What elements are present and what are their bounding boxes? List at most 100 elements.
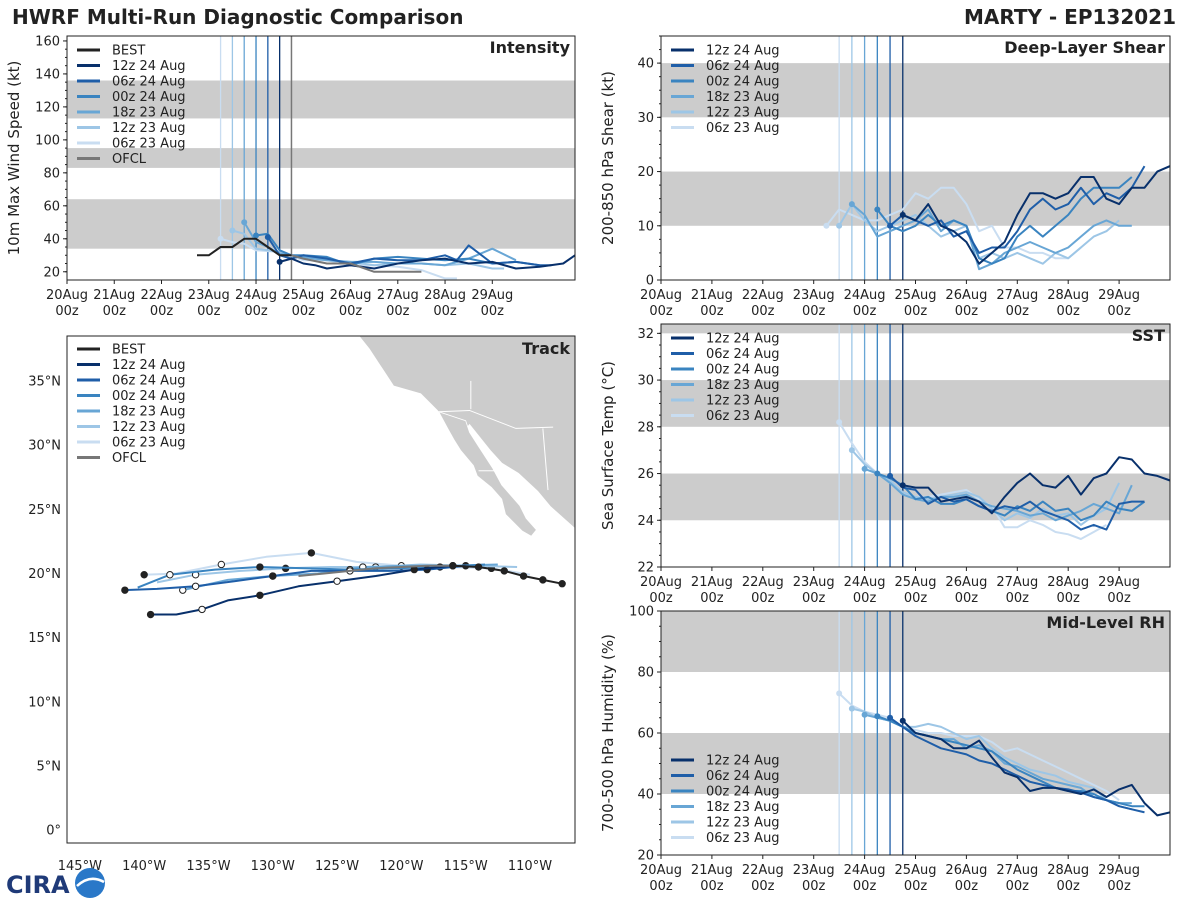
series-start-marker-12z-24-aug [899,211,906,218]
legend-label-18z-23-aug: 18z 23 Aug [112,106,186,121]
series-start-marker-06z-24-aug [887,472,894,479]
series-line-12z-24-aug [902,456,1170,515]
track-line-ofcl [298,564,453,577]
track-point-best [500,567,508,575]
x-tick-sublabel: 00z [244,304,268,319]
y-tick-label: 80 [43,166,60,181]
x-tick-sublabel: 00z [700,591,724,606]
x-tick-label: 28Aug [1047,288,1089,303]
x-tick-label: 22Aug [742,288,784,303]
x-tick-label: 24Aug [844,863,886,878]
panel-rh: 2040608010020Aug00z21Aug00z22Aug00z23Aug… [599,605,1171,894]
figure-title: HWRF Multi-Run Diagnostic Comparison [12,5,464,29]
panel-title: SST [1132,326,1165,345]
x-tick-label: 24Aug [844,288,886,303]
series-start-marker-12z-24-aug [899,717,906,724]
y-tick-label: 28 [637,420,654,435]
y-tick-label: 26 [637,467,654,482]
x-tick-sublabel: 00z [751,304,775,319]
x-tick-sublabel: 00z [751,591,775,606]
x-tick-label: 24Aug [235,288,277,303]
track-point-06z-23-aug [307,549,316,557]
lon-tick-label: 120°W [379,859,423,874]
series-line-06z-24-aug [889,165,1146,254]
baja-peninsula [437,411,537,537]
legend-label-best: BEST [112,343,145,358]
state-border [542,428,549,491]
series-line-06z-24-aug [889,475,1145,531]
track-point-06z-24-aug [121,586,129,594]
mainland-coast [358,336,575,530]
x-tick-label: 27Aug [996,288,1038,303]
x-tick-sublabel: 00z [1107,304,1131,319]
x-tick-sublabel: 00z [150,304,174,319]
lon-tick-label: 140°W [122,859,166,874]
series-start-marker-06z-24-aug [264,234,271,241]
legend-label-12z-23-aug: 12z 23 Aug [706,394,780,409]
lon-tick-label: 125°W [315,859,359,874]
series-start-marker-00z-24-aug [253,232,260,239]
y-tick-label: 80 [637,666,654,681]
track-point-06z-24-aug [191,582,200,590]
series-start-marker-12z-23-aug [848,705,855,712]
legend-label-18z-23-aug: 18z 23 Aug [706,90,780,105]
x-tick-sublabel: 00z [955,879,979,894]
x-tick-sublabel: 00z [433,304,457,319]
series-line-12z-24-aug [902,720,1170,817]
legend-label-12z-23-aug: 12z 23 Aug [112,121,186,136]
x-tick-sublabel: 00z [1006,304,1030,319]
x-tick-label: 21Aug [691,288,733,303]
map-frame [66,335,576,844]
x-tick-sublabel: 00z [1107,879,1131,894]
x-tick-label: 22Aug [742,575,784,590]
x-tick-sublabel: 00z [103,304,127,319]
x-tick-label: 29Aug [471,288,513,303]
legend-label-06z-23-aug: 06z 23 Aug [112,137,186,152]
x-tick-label: 29Aug [1098,288,1140,303]
track-point-00z-24-aug [166,571,174,579]
series-start-marker-00z-24-aug [874,713,881,720]
track-point-best [558,580,566,588]
x-tick-sublabel: 00z [1057,304,1081,319]
series-start-marker-06z-23-aug [217,235,224,242]
y-tick-label: 0 [646,274,654,289]
legend-label-18z-23-aug: 18z 23 Aug [706,800,780,815]
track-point-12z-24-aug [198,605,206,614]
x-tick-label: 23Aug [793,863,835,878]
y-tick-label: 40 [637,788,654,803]
series-line-12z-24-aug [279,254,575,270]
x-tick-label: 28Aug [1047,863,1089,878]
x-tick-label: 27Aug [996,575,1038,590]
x-tick-sublabel: 00z [904,304,928,319]
x-tick-label: 23Aug [793,575,835,590]
series-start-marker-06z-24-aug [887,222,894,229]
x-tick-sublabel: 00z [802,879,826,894]
lat-tick-label: 25°N [28,503,61,518]
legend-label-00z-24-aug: 00z 24 Aug [706,785,780,800]
x-tick-sublabel: 00z [649,879,673,894]
x-tick-sublabel: 00z [700,879,724,894]
series-start-marker-06z-23-aug [823,222,830,229]
series-start-marker-06z-23-aug [836,419,843,426]
legend-label-00z-24-aug: 00z 24 Aug [112,389,186,404]
series-start-marker-06z-24-aug [887,714,894,721]
legend-label-12z-23-aug: 12z 23 Aug [706,106,780,121]
x-tick-label: 22Aug [742,863,784,878]
lat-tick-label: 30°N [28,439,61,454]
x-tick-sublabel: 00z [802,591,826,606]
legend-label-06z-24-aug: 06z 24 Aug [706,59,780,74]
y-axis-label: 700-500 hPa Humidity (%) [599,634,617,832]
y-tick-label: 20 [637,849,654,864]
x-tick-label: 25Aug [895,575,937,590]
series-start-marker-18z-23-aug [861,465,868,472]
plot-frame [66,35,576,281]
x-tick-label: 29Aug [1098,575,1140,590]
lon-tick-label: 130°W [251,859,295,874]
y-tick-label: 120 [35,100,60,115]
x-tick-label: 26Aug [945,575,987,590]
panel-track: 145°W 140°W 135°W 130°W 125°W 120°W 115°W 110°W… [28,335,576,874]
x-tick-sublabel: 00z [1057,591,1081,606]
threshold-band [661,611,1170,672]
panel-title: Intensity [490,38,571,57]
